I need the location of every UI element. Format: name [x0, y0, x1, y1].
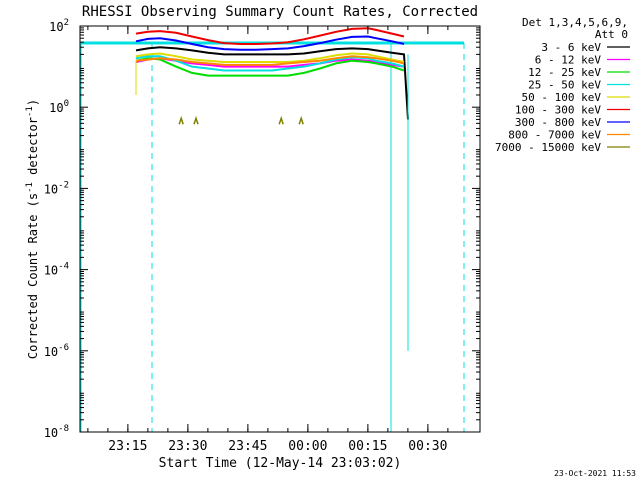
- y-tick-label: 10-6: [44, 343, 69, 359]
- x-tick-label: 23:30: [168, 439, 207, 454]
- y-axis-label-part: detector: [26, 117, 40, 182]
- y-tick-label: 102: [49, 18, 69, 34]
- y-tick-label: 10-4: [44, 262, 69, 278]
- timestamp: 23-Oct-2021 11:53: [554, 469, 636, 478]
- x-tick-label: 23:45: [228, 439, 267, 454]
- y-tick-label: 10-8: [44, 424, 69, 440]
- x-tick-label: 23:15: [108, 439, 147, 454]
- legend-header-line: Det 1,3,4,5,6,9,: [522, 16, 628, 29]
- legend-header-line: Att 0: [595, 28, 628, 41]
- series-mark-7000-15000-kev: [278, 115, 284, 125]
- y-axis-label-part: Corrected Count Rate (s: [26, 193, 40, 359]
- chart-title: RHESSI Observing Summary Count Rates, Co…: [82, 4, 478, 20]
- series-mark-7000-15000-kev: [298, 115, 304, 125]
- series-line: [135, 55, 405, 72]
- series-line: [135, 35, 405, 51]
- legend-entry-label: 800 - 7000 keV: [508, 129, 601, 142]
- y-tick-label: 100: [49, 99, 69, 115]
- plot-frame: [79, 25, 481, 433]
- series-line: [135, 57, 405, 77]
- x-axis-label: Start Time (12-May-14 23:03:02): [159, 456, 402, 471]
- series-line: [135, 52, 405, 63]
- series-mark-7000-15000-kev: [178, 115, 184, 125]
- legend-entry-label: 50 - 100 keV: [522, 91, 602, 104]
- legend-entry-label: 25 - 50 keV: [528, 79, 601, 92]
- y-axis-label-sup: -1: [25, 182, 35, 193]
- legend-entry-label: 100 - 300 keV: [515, 104, 601, 117]
- plot-area: [79, 25, 481, 433]
- series-mark-7000-15000-kev: [193, 115, 199, 125]
- y-axis-label-part: ): [26, 99, 40, 106]
- x-tick-label: 00:30: [408, 439, 447, 454]
- series-line: [135, 55, 405, 66]
- legend-entry-label: 7000 - 15000 keV: [495, 141, 601, 154]
- legend-entry-label: 12 - 25 keV: [528, 66, 601, 79]
- y-axis-label: Corrected Count Rate (s-1 detector-1): [25, 99, 40, 359]
- x-tick-label: 00:00: [288, 439, 327, 454]
- x-axis-ticks: 23:15 23:30 23:45 00:00 00:15 00:30: [87, 26, 449, 454]
- series-line: [135, 46, 409, 120]
- y-tick-label: 10-2: [44, 180, 69, 196]
- legend-entry-label: 300 - 800 keV: [515, 116, 601, 129]
- x-tick-label: 00:15: [348, 439, 387, 454]
- y-axis-ticks: 102 100 10-2 10-4 10-6 10-8: [44, 18, 480, 440]
- legend-entry-label: 6 - 12 keV: [535, 54, 602, 67]
- y-axis-label-sup: -1: [25, 106, 35, 117]
- legend-entry-label: 3 - 6 keV: [541, 41, 601, 54]
